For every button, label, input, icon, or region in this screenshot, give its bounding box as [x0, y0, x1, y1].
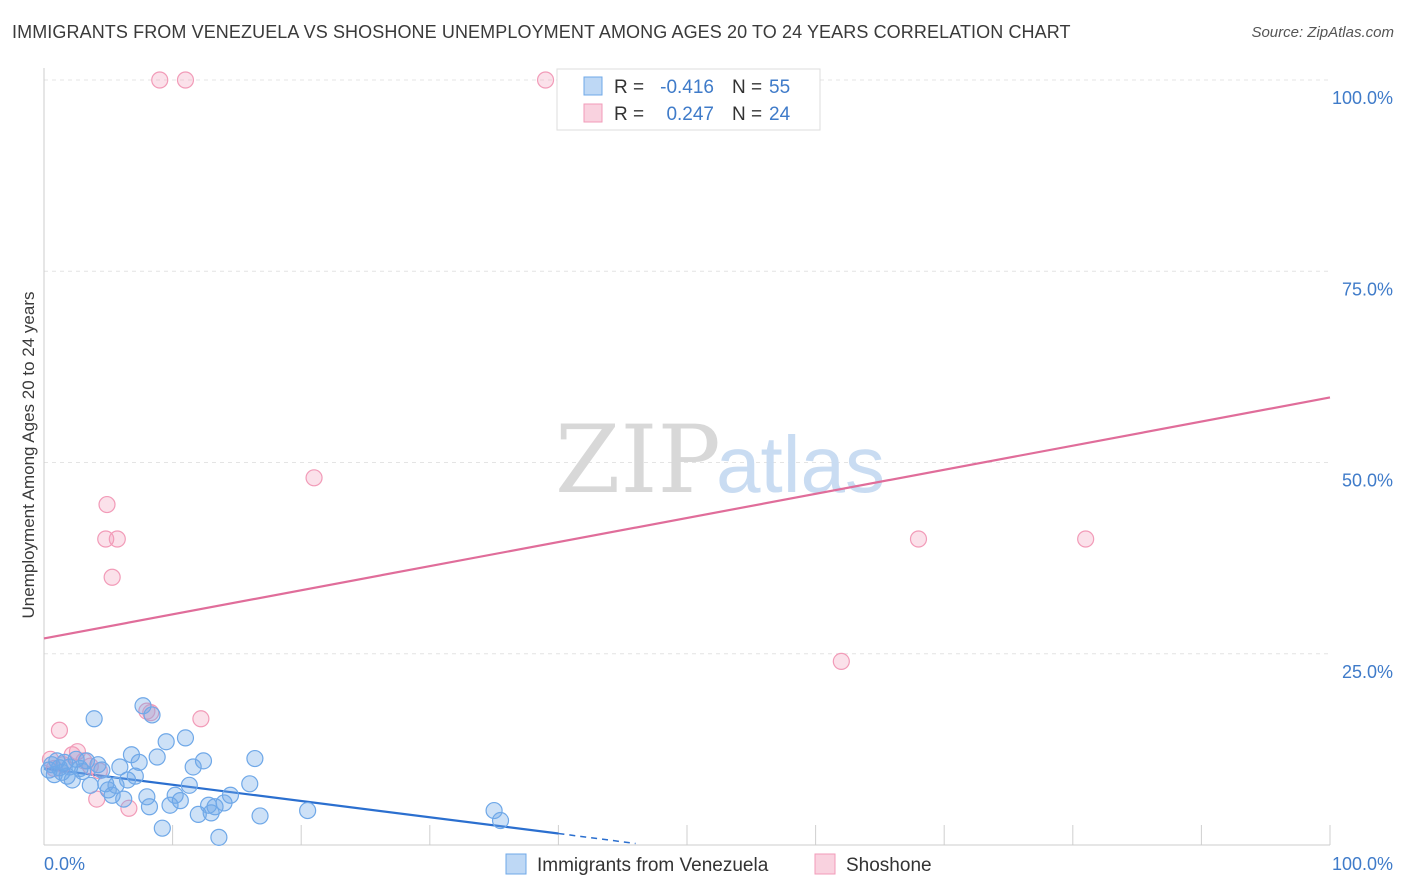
shoshone-point-23: [909, 530, 928, 548]
venezuela-point-37: [171, 792, 189, 810]
venezuela-point-52: [299, 801, 317, 820]
shoshone-point-18: [176, 71, 195, 89]
venezuela-point-14: [81, 776, 99, 794]
shoshone-point-22: [832, 652, 850, 671]
x-tick-labels: 0.0% 100.0%: [44, 854, 1393, 874]
venezuela-trend-extension: [558, 832, 636, 845]
stats-swatch-1: [583, 103, 603, 123]
shoshone-trend-line: [43, 396, 1331, 640]
y-tick-labels: 25.0% 50.0% 75.0% 100.0%: [1332, 88, 1393, 682]
venezuela-point-17: [93, 761, 111, 779]
x-tick-label-min: 0.0%: [44, 854, 85, 874]
stats-swatch-0: [583, 76, 603, 96]
venezuela-point-29: [138, 788, 156, 806]
y-tick-label: 75.0%: [1342, 279, 1393, 299]
legend-label-0: Immigrants from Venezuela: [537, 855, 769, 876]
venezuela-trend-line: [43, 767, 559, 835]
shoshone-point-11: [98, 495, 116, 514]
venezuela-point-31: [143, 706, 161, 724]
watermark-zip: ZIP: [555, 406, 721, 515]
venezuela-point-35: [161, 796, 179, 814]
venezuela-point-53: [485, 801, 503, 820]
legend-label-1: Shoshone: [846, 855, 932, 876]
venezuela-point-46: [210, 828, 228, 846]
legend-swatch-0: [505, 853, 527, 875]
shoshone-point-14: [120, 799, 138, 817]
stats-r-label: R =: [614, 104, 644, 125]
stats-legend: R = -0.416 N = 55 R = 0.247 N = 24: [556, 68, 821, 131]
venezuela-point-50: [246, 749, 264, 768]
venezuela-point-26: [126, 767, 144, 785]
shoshone-point-2: [50, 721, 69, 739]
shoshone-point-20: [305, 469, 323, 487]
watermark: ZIP atlas: [555, 406, 885, 515]
axes: [43, 68, 1330, 846]
venezuela-point-24: [118, 771, 137, 789]
venezuela-point-34: [157, 733, 175, 751]
venezuela-point-40: [184, 758, 202, 776]
stats-r-label: R =: [614, 77, 644, 98]
y-tick-label: 50.0%: [1342, 471, 1393, 491]
stats-n-label: N =: [732, 77, 762, 98]
shoshone-point-12: [103, 568, 121, 586]
y-axis-label: Unemployment Among Ages 20 to 24 years: [19, 292, 38, 619]
venezuela-point-51: [251, 807, 269, 825]
venezuela-point-39: [180, 776, 198, 794]
venezuela-point-54: [491, 811, 510, 830]
shoshone-point-13: [108, 530, 126, 548]
venezuela-point-42: [194, 752, 213, 770]
venezuela-point-27: [130, 753, 148, 771]
source-credit: Source: ZipAtlas.com: [1251, 24, 1394, 41]
shoshone-point-21: [536, 71, 555, 89]
venezuela-point-15: [85, 710, 103, 728]
y-tick-label: 100.0%: [1332, 88, 1393, 108]
venezuela-point-23: [115, 790, 133, 808]
chart-title: IMMIGRANTS FROM VENEZUELA VS SHOSHONE UN…: [12, 22, 1071, 42]
venezuela-point-28: [134, 697, 152, 715]
venezuela-point-30: [140, 798, 159, 816]
shoshone-point-19: [192, 710, 210, 728]
stats-r-value: -0.416: [660, 77, 714, 98]
stats-n-value: 24: [769, 104, 791, 125]
shoshone-point-24: [1077, 530, 1095, 548]
venezuela-point-32: [148, 748, 166, 766]
series-legend: Immigrants from Venezuela Shoshone: [505, 853, 932, 876]
venezuela-point-33: [153, 819, 171, 837]
venezuela-point-38: [176, 729, 195, 747]
venezuela-point-22: [111, 758, 129, 776]
watermark-atlas: atlas: [716, 420, 885, 509]
stats-r-value: 0.247: [666, 104, 714, 125]
venezuela-point-49: [241, 775, 259, 793]
stats-n-value: 55: [769, 77, 790, 98]
x-tick-label-max: 100.0%: [1332, 854, 1393, 874]
trend-lines: [43, 396, 1331, 845]
y-tick-label: 25.0%: [1342, 662, 1393, 682]
data-points: [40, 71, 1095, 846]
stats-n-label: N =: [732, 104, 762, 125]
venezuela-point-12: [73, 762, 92, 781]
legend-swatch-1: [814, 853, 836, 875]
venezuela-point-45: [206, 798, 224, 816]
shoshone-point-17: [151, 71, 169, 89]
venezuela-point-48: [221, 786, 240, 804]
